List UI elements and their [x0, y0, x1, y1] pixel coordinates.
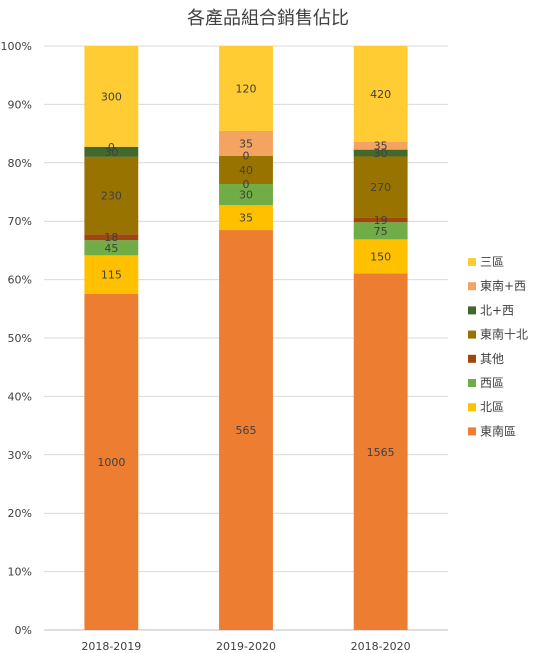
x-tick-label: 2019-2020	[216, 640, 276, 653]
bar-segment	[84, 293, 139, 630]
bar-segment	[84, 156, 139, 235]
data-label: 120	[236, 82, 257, 95]
legend-swatch	[468, 306, 476, 315]
bar-segment	[219, 155, 273, 185]
bar-segment	[84, 46, 139, 147]
legend-label: 東南+西	[480, 278, 526, 293]
data-label: 30	[239, 189, 253, 202]
bar-segment	[84, 146, 139, 157]
x-tick-label: 2018-2019	[81, 640, 141, 653]
y-tick-label: 100%	[1, 40, 32, 53]
legend-label: 東南十北	[480, 327, 528, 342]
bar-segment	[84, 234, 139, 241]
y-axis: 0% 10% 20% 30% 40% 50% 60% 70% 80% 90% 100%	[1, 40, 32, 637]
y-tick-label: 30%	[8, 449, 32, 462]
chart-title: 各產品組合銷售佔比	[187, 8, 349, 29]
bar-segment	[219, 205, 273, 231]
legend-label: 東南區	[480, 423, 516, 438]
bar-segment	[353, 222, 408, 240]
legend-swatch	[468, 330, 476, 339]
y-tick-label: 70%	[8, 215, 32, 228]
y-tick-label: 20%	[8, 507, 32, 520]
x-tick-label: 2018-2020	[351, 640, 411, 653]
legend-label: 西區	[480, 376, 504, 390]
data-label: 45	[104, 242, 118, 255]
legend-swatch	[468, 427, 476, 436]
bar-segment	[84, 255, 139, 294]
y-tick-label: 0%	[15, 624, 32, 637]
bar-segment	[353, 217, 408, 223]
legend-swatch	[468, 379, 476, 387]
data-label: 30	[104, 146, 118, 159]
y-tick-label: 50%	[8, 332, 32, 345]
data-label: 18	[104, 231, 118, 244]
legend-label: 北+西	[480, 303, 514, 317]
data-label: 230	[101, 190, 122, 203]
data-label: 19	[374, 214, 388, 227]
y-tick-label: 40%	[8, 390, 32, 403]
y-tick-label: 60%	[8, 274, 32, 287]
data-label: 565	[236, 424, 257, 437]
bar-segment	[353, 149, 408, 157]
data-label: 35	[239, 212, 253, 225]
data-label: 0	[243, 150, 250, 163]
legend-label: 其他	[480, 352, 504, 366]
bars	[84, 46, 408, 631]
legend-swatch	[468, 258, 476, 266]
data-label: 300	[101, 90, 122, 103]
data-label: 35	[239, 137, 253, 150]
bar-segment	[353, 46, 408, 142]
y-tick-label: 90%	[8, 98, 32, 111]
legend-label: 三區	[480, 255, 504, 269]
legend-label: 北區	[480, 400, 504, 414]
legend-swatch	[468, 282, 476, 291]
data-label: 0	[108, 141, 115, 154]
bar-segment	[84, 240, 139, 256]
bar-segment	[353, 141, 408, 150]
data-label: 1565	[367, 446, 395, 459]
data-label: 420	[370, 88, 391, 101]
y-tick-label: 10%	[8, 566, 32, 579]
legend-swatch	[468, 354, 476, 363]
bar-segment	[219, 46, 273, 131]
bar-segment	[353, 239, 408, 274]
bar-segment	[353, 273, 408, 630]
y-tick-label: 80%	[8, 157, 32, 170]
data-label: 1000	[97, 456, 125, 469]
bar-segment	[219, 130, 273, 156]
data-label: 30	[374, 147, 388, 160]
legend-swatch	[468, 403, 476, 412]
data-label: 270	[370, 181, 391, 194]
bar-segment	[219, 184, 273, 206]
x-axis: 2018-2019 2019-2020 2018-2020	[81, 640, 410, 653]
data-label: 150	[370, 250, 391, 263]
data-label: 35	[374, 140, 388, 153]
data-label: 115	[101, 269, 122, 282]
data-label: 40	[239, 164, 253, 177]
data-label: 75	[374, 225, 388, 238]
bar-segment	[353, 156, 408, 218]
bar-segment	[219, 230, 273, 631]
data-labels: 1000115451823030030056535300400351201565…	[97, 82, 394, 469]
data-label: 0	[243, 178, 250, 191]
